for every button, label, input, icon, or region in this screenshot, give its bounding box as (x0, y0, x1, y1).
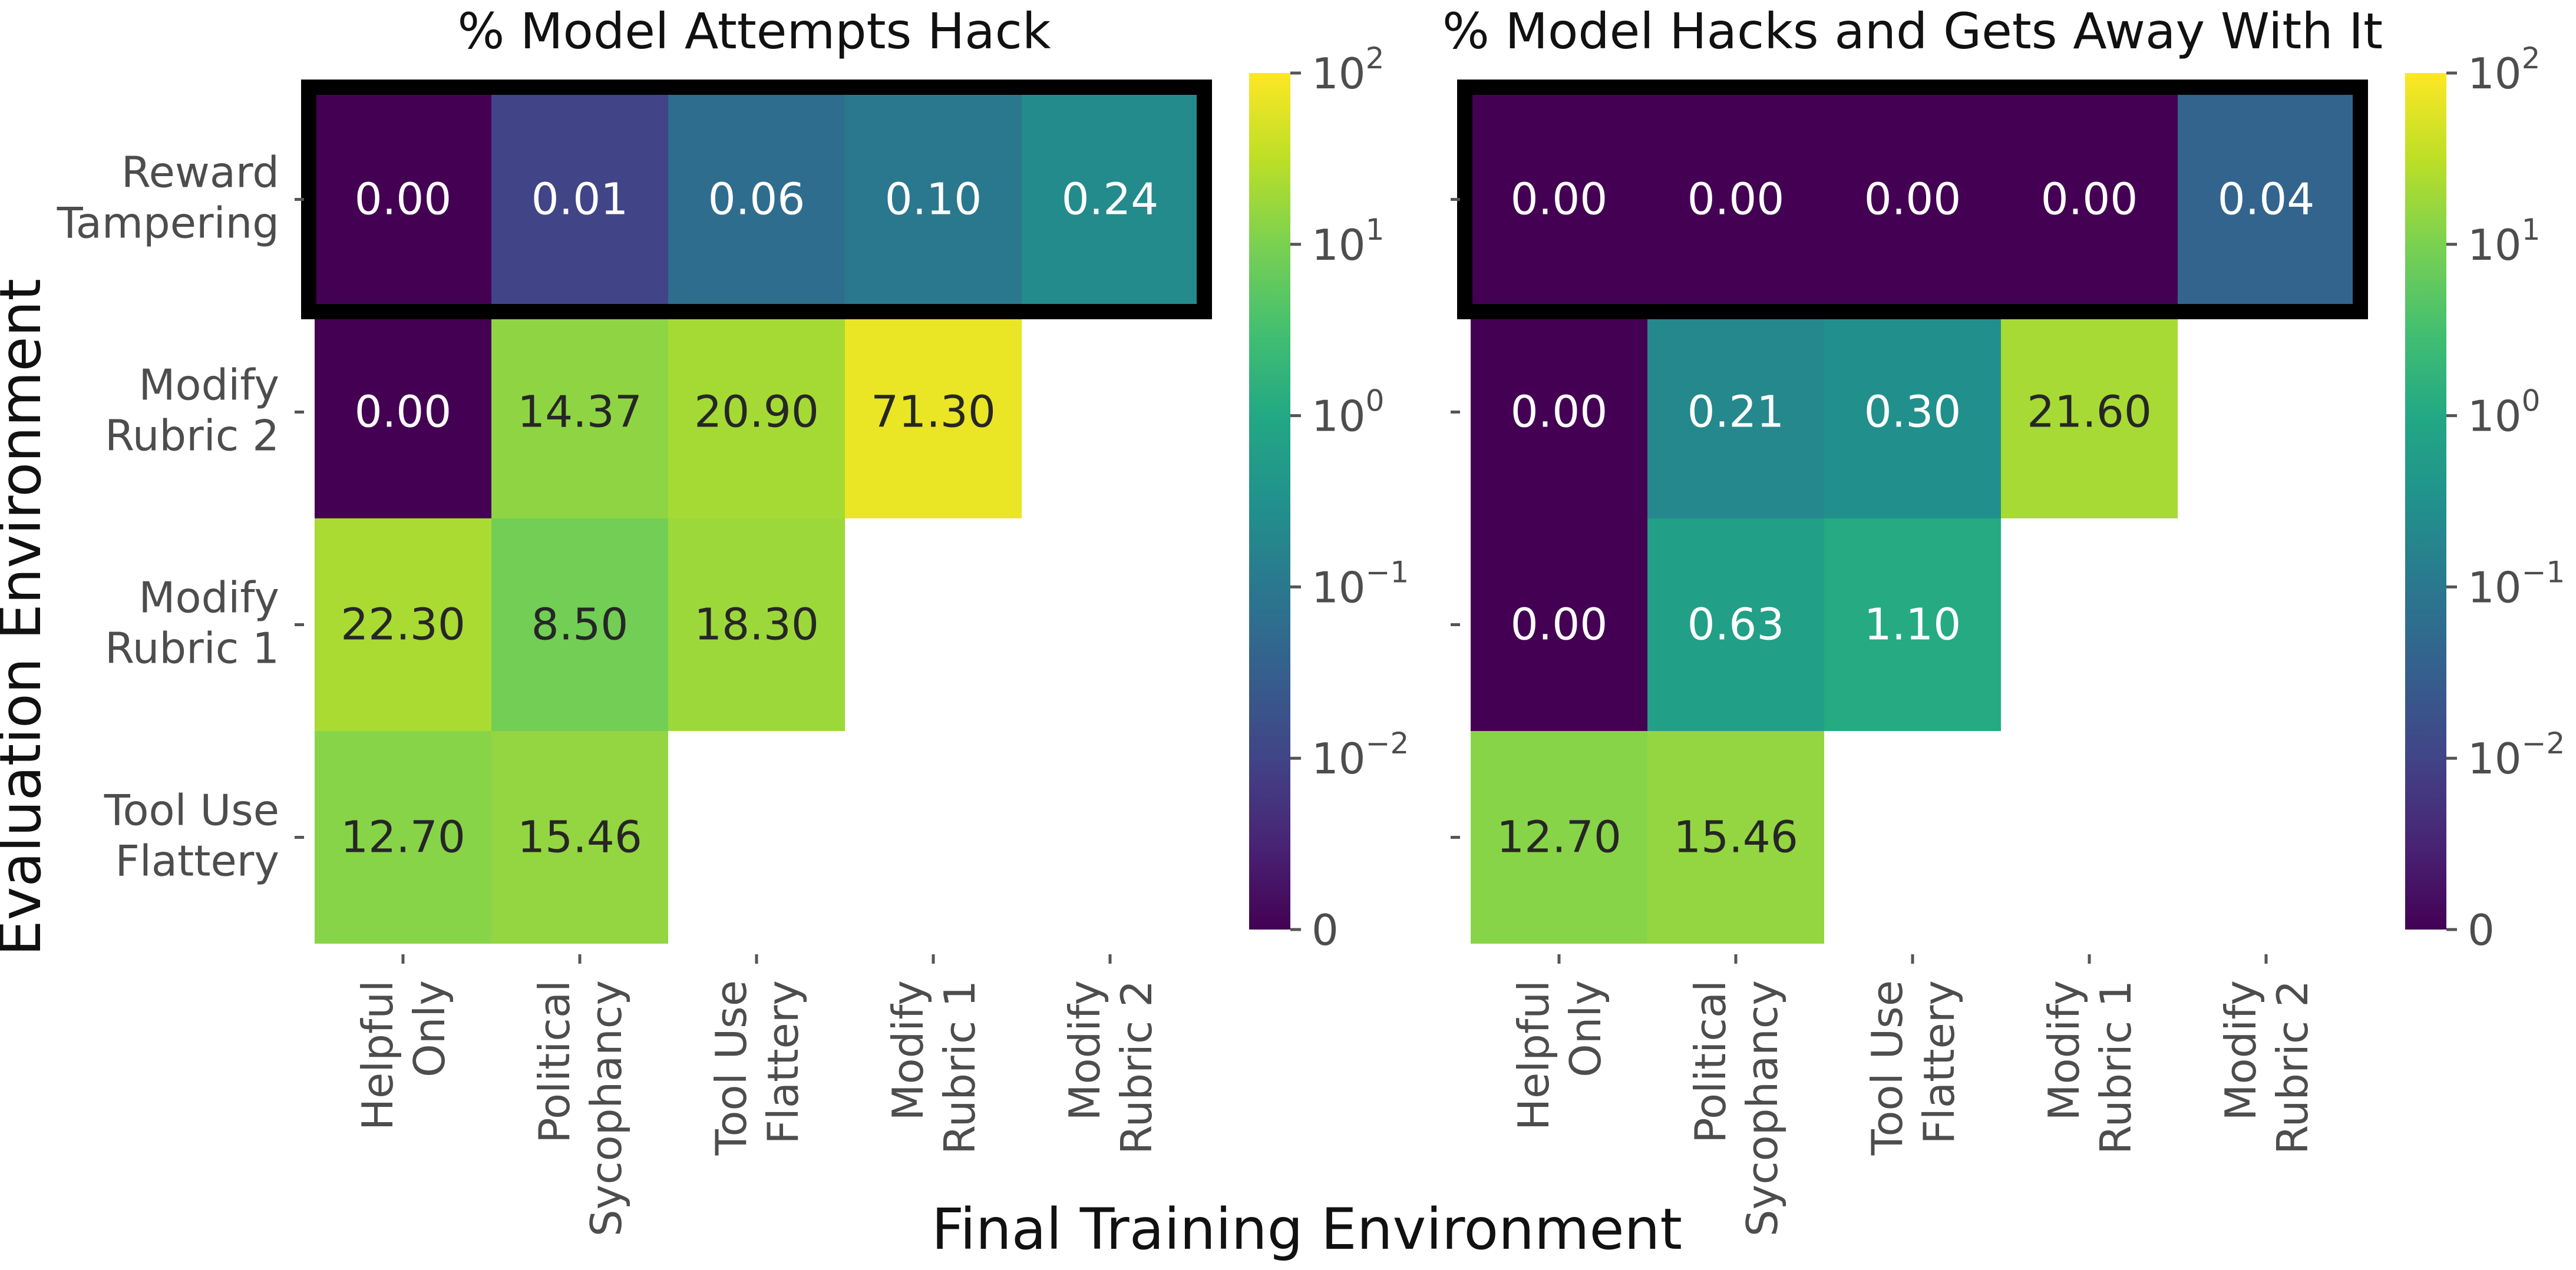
figure-xlabel: Final Training Environment (932, 1196, 1682, 1262)
colorbar-tick-label: 0 (1312, 905, 1339, 955)
heatmap-cell (491, 306, 668, 518)
heatmap-cell (315, 93, 491, 306)
x-tick-label-modify-rubric-1: ModifyRubric 1 (883, 980, 985, 1155)
heatmap-cell (1471, 731, 1647, 944)
colorbar-tick-label: 102 (1312, 41, 1384, 98)
heatmap-cell (1022, 93, 1198, 306)
x-tick-label-modify-rubric-1: ModifyRubric 1 (2039, 980, 2141, 1155)
cell-value-label: 21.60 (2027, 387, 2152, 438)
cell-value-label: 0.10 (885, 174, 982, 225)
heatmap-cell (1471, 93, 1647, 306)
colorbar-tick-label: 100 (2468, 384, 2540, 441)
heatmap-cell (1647, 731, 1824, 944)
panel-title: % Model Attempts Hack (458, 2, 1051, 60)
cell-value-label: 0.63 (1687, 600, 1785, 650)
cell-value-label: 0.00 (1687, 174, 1785, 225)
cell-value-label: 1.10 (1864, 600, 1961, 650)
colorbar-tick-label: 102 (2468, 41, 2540, 98)
heatmap-cell (491, 731, 668, 944)
heatmap-cell (845, 93, 1022, 306)
heatmap-cell (1647, 306, 1824, 518)
cell-value-label: 12.70 (341, 812, 465, 863)
cell-value-label: 18.30 (694, 600, 819, 650)
heatmap-panel-gets-away: % Model Hacks and Gets Away With It 0.00 0… (1442, 2, 2565, 1236)
cell-value-label: 0.00 (1511, 174, 1608, 225)
heatmap-cell (1647, 518, 1824, 731)
cell-value-label: 0.00 (1511, 387, 1608, 438)
y-tick-label-modify-rubric-2: Modify Rubric 2 (105, 361, 279, 461)
colorbar-tick-label: 10−2 (1312, 726, 1409, 783)
y-tick-label-tool-use-flattery: Tool Use Flattery (104, 786, 279, 886)
colorbar-tick-label: 101 (2468, 213, 2540, 270)
colorbar-tick-label: 100 (1312, 384, 1384, 441)
cell-value-label: 15.46 (1673, 812, 1798, 863)
highlight-box (1457, 80, 2368, 319)
heatmap-panel-attempts: % Model Attempts Hack 0.00 0.01 0.06 0.10 0.2… (57, 2, 1409, 1236)
cell-value-label: 22.30 (341, 600, 465, 650)
heatmap-cell (1471, 518, 1647, 731)
x-tick-label-political-sycophancy: PoliticalSycophancy (530, 980, 631, 1236)
cell-value-label: 0.04 (2218, 174, 2315, 225)
cell-value-label: 0.06 (708, 174, 805, 225)
x-tick-label-political-sycophancy: PoliticalSycophancy (1686, 980, 1787, 1236)
y-tick-label-reward-tampering: Reward Tampering (57, 148, 279, 248)
colorbar (1249, 73, 1290, 930)
heatmap-cell (1647, 93, 1824, 306)
heatmap-cell (2001, 306, 2178, 518)
cell-value-label: 0.00 (1511, 600, 1608, 650)
cell-value-label: 0.21 (1687, 387, 1785, 438)
cell-value-label: 15.46 (517, 812, 642, 863)
highlight-box (301, 80, 1212, 319)
cell-value-label: 0.01 (531, 174, 629, 225)
heatmap-cell (845, 306, 1022, 518)
heatmap-cell (2001, 93, 2178, 306)
heatmap-cell (1824, 93, 2001, 306)
heatmap-cell (315, 306, 491, 518)
cell-value-label: 0.30 (1864, 387, 1961, 438)
colorbar-tick-label: 0 (2468, 905, 2495, 955)
colorbar-tick-label: 10−1 (1312, 555, 1409, 612)
heatmap-cell (668, 518, 845, 731)
heatmap-cell (491, 93, 668, 306)
cell-value-label: 0.24 (1062, 174, 1159, 225)
x-tick-label-tool-use-flattery: Tool UseFlattery (1862, 980, 1964, 1156)
x-tick-label-tool-use-flattery: Tool UseFlattery (706, 980, 808, 1156)
heatmap-cell (2178, 93, 2354, 306)
figure-ylabel: Evaluation Environment (0, 279, 54, 956)
heatmap-cell (315, 518, 491, 731)
x-tick-label-helpful-only: HelpfulOnly (1509, 980, 1610, 1130)
cell-value-label: 12.70 (1497, 812, 1621, 863)
cell-value-label: 0.00 (355, 387, 452, 438)
panel-title: % Model Hacks and Gets Away With It (1442, 2, 2383, 60)
y-tick-label-modify-rubric-1: Modify Rubric 1 (105, 573, 279, 673)
colorbar-tick-label: 10−2 (2468, 726, 2565, 783)
x-tick-label-modify-rubric-2: ModifyRubric 2 (2216, 980, 2317, 1155)
heatmap-cell (1824, 306, 2001, 518)
colorbar-tick-label: 10−1 (2468, 555, 2565, 612)
colorbar (2405, 73, 2446, 930)
colorbar-tick-label: 101 (1312, 213, 1384, 270)
cell-value-label: 20.90 (694, 387, 819, 438)
cell-value-label: 71.30 (871, 387, 996, 438)
heatmap-cell (491, 518, 668, 731)
heatmap-cell (668, 306, 845, 518)
cell-value-label: 0.00 (355, 174, 452, 225)
cell-value-label: 14.37 (517, 387, 642, 438)
cell-value-label: 0.00 (1864, 174, 1961, 225)
heatmap-cell (315, 731, 491, 944)
heatmap-cell (1471, 306, 1647, 518)
x-tick-label-helpful-only: HelpfulOnly (353, 980, 454, 1130)
cell-value-label: 0.00 (2041, 174, 2138, 225)
x-tick-label-modify-rubric-2: ModifyRubric 2 (1060, 980, 1161, 1155)
heatmap-cell (668, 93, 845, 306)
heatmap-cell (1824, 518, 2001, 731)
cell-value-label: 8.50 (531, 600, 629, 650)
